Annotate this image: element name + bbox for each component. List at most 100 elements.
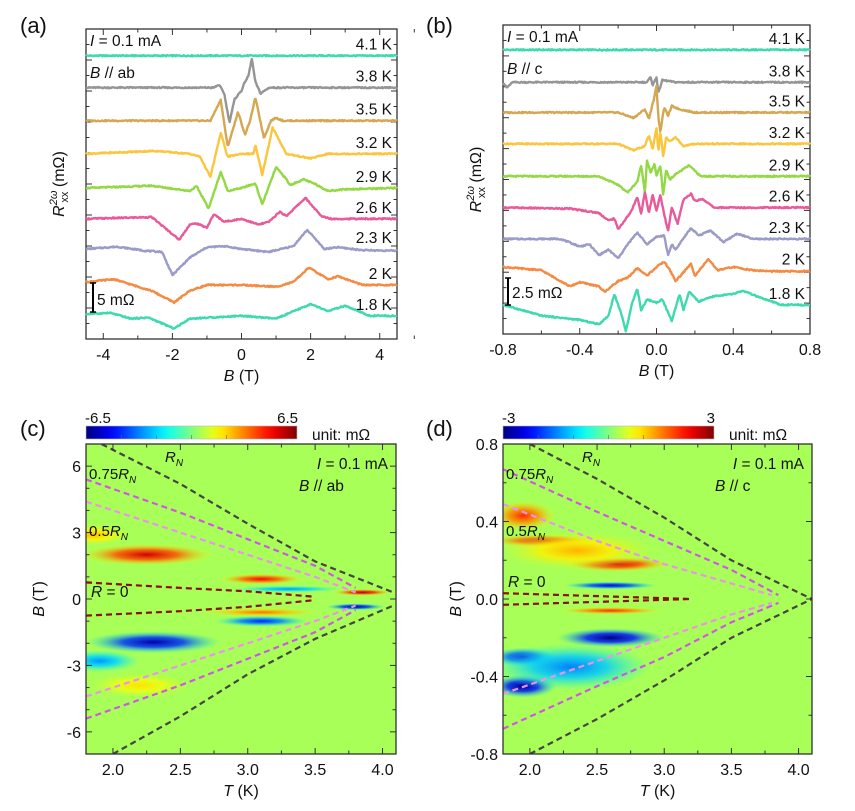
x-axis-label: T (K) [223,783,259,800]
trace-label: 2.6 K [356,200,393,217]
trace-2p3K [502,227,811,259]
heatmap-area [86,444,396,754]
x-tick-label: 4.0 [787,762,809,779]
trace-label: 4.1 K [356,37,393,54]
panel-a-line-chart: -4 -2 0 2 4 B (T) R2ωxx (mΩ) 4.1 K 3.8 K 3.5 K 3.2… [48,28,415,385]
trace-label: 2.3 K [356,230,393,247]
x-tick-label: 2 [306,347,315,364]
heatmap-background [86,444,396,754]
trace-1p8K [85,302,398,330]
boundary-line-Req0 [86,599,316,617]
x-tick-label: 3.5 [304,762,326,779]
trace-4p1K [85,53,398,58]
y-tick-label: 0.0 [476,592,498,609]
y-tick-label: -0.4 [470,670,498,687]
x-tick-label: 0.8 [799,342,821,359]
current-annotation: I = 0.1 mA [90,33,162,50]
x-tick-label: 2.0 [519,762,541,779]
heatmap-feature [503,500,557,532]
trace-label: 4.1 K [769,31,806,48]
colorbar-min-label: -6.5 [85,410,111,427]
panel-label-c: (c) [20,416,46,441]
panel-label-d: (d) [426,416,453,441]
label-0p5rn: 0.5RN [506,523,546,543]
boundary-line-RN [112,604,394,754]
label-r-zero: R = 0 [508,574,546,591]
boundary-line-0p5RN [503,503,773,597]
colorbar-unit-label: unit: mΩ [312,427,370,444]
trace-3p8K [502,76,811,93]
boundary-line-0p5RN [503,601,773,695]
x-tick-label: 0.0 [645,342,667,359]
scale-bar-label: 5 mΩ [97,292,134,309]
field-annotation: B // c [507,61,543,78]
trace-label: 3.2 K [769,125,806,142]
trace-label: 2.9 K [356,169,393,186]
boundary-line-Req0 [503,592,692,601]
label-rn: RN [165,449,184,469]
scale-bar-label: 2.5 mΩ [512,285,562,302]
label-0p75rn: 0.75RN [506,466,554,486]
heatmap-feature [86,543,215,566]
colorbar-max-label: 6.5 [277,410,298,427]
panel-label-b: (b) [426,13,453,38]
colorbar-min-label: -3 [502,410,515,427]
boundary-line-0p5RN [86,604,356,698]
current-annotation: I = 0.1 mA [507,29,579,46]
trace-2K [502,257,811,293]
x-axis-label: B (T) [639,363,675,380]
x-tick-label: 2.5 [586,762,608,779]
trace-2p9K [85,165,398,210]
heatmap-feature [556,606,665,615]
trace-label: 3.5 K [769,94,806,111]
trace-label: 2.9 K [769,157,806,174]
x-tick-label: 3.0 [653,762,675,779]
field-annotation: B // c [715,478,751,495]
panel-d-heatmap: 2.0 2.5 3.0 3.5 4.0 -0.8 -0.4 0.0 0.4 0.8 T (K) B (… [448,410,813,800]
heatmap-feature [86,523,134,546]
x-tick-label: 0.4 [722,342,744,359]
trace-3p5K [85,97,398,147]
y-tick-label: -0.8 [470,747,498,764]
x-tick-label: 2.5 [169,762,191,779]
boundary-line-Req0 [503,597,692,606]
trace-label: 3.5 K [356,102,393,119]
y-tick-label: 0 [72,592,81,609]
y-axis-label: B (T) [31,581,48,617]
heatmap-feature [86,672,194,699]
heatmap-feature [234,585,343,593]
heatmap-feature [214,615,309,627]
trace-2p6K [502,191,811,232]
trace-2p6K [85,196,398,241]
trace-label: 3.8 K [356,69,393,86]
y-axis-label: R2ωxx (mΩ) [465,147,488,213]
boundary-line-0p75RN [86,478,357,589]
boundary-line-RN [98,444,394,594]
y-axis-label: R2ωxx (mΩ) [48,151,71,217]
trace-label: 3.2 K [356,135,393,152]
x-tick-label: 3.5 [720,762,742,779]
panel-c-heatmap: 2.0 2.5 3.0 3.5 4.0 -6 -3 0 3 6 T (K) B (T) I = 0.1 … [31,410,397,800]
current-annotation: I = 0.1 mA [733,456,805,473]
panel-label-a: (a) [20,13,47,38]
y-tick-label: -6 [67,725,81,742]
trace-2p9K [502,159,811,196]
trace-label: 1.8 K [356,297,393,314]
y-tick-label: 6 [72,459,81,476]
heatmap-feature [200,607,322,617]
boundary-line-0p75RN [86,609,357,720]
label-0p5rn: 0.5RN [89,523,129,543]
trace-label: 2.3 K [769,220,806,237]
boundary-line-RN [529,444,812,600]
trace-3p8K [85,57,398,124]
boundary-line-RN [529,598,812,754]
heatmap-feature [86,649,140,673]
colorbar-unit-label: unit: mΩ [729,427,787,444]
field-annotation: B // ab [299,478,344,495]
heatmap-feature [556,628,665,648]
y-axis-label: B (T) [448,581,465,617]
x-tick-label: 4.0 [371,762,393,779]
x-tick-label: 3.0 [237,762,259,779]
heatmap-feature [86,631,221,654]
